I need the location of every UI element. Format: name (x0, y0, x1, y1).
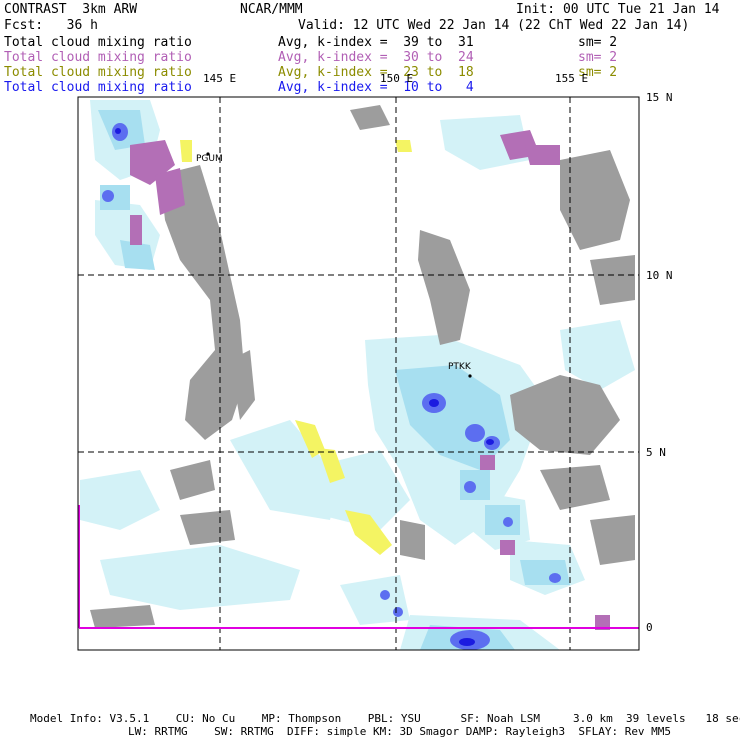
field-stat-4: Avg, k-index = 10 to 4 (278, 80, 474, 95)
map-frame (77, 96, 640, 651)
lon-label-155: 155 E (555, 72, 589, 85)
field-name-3: Total cloud mixing ratio (4, 65, 192, 80)
cloud-field-blue (102, 123, 561, 650)
cloud-field-violet (130, 130, 610, 630)
lon-label-145: 145 E (203, 72, 237, 85)
lat-label-5n: 5 N (646, 446, 666, 459)
field-sm-2: sm= 2 (578, 50, 618, 65)
field-stat-2: Avg, k-index = 30 to 24 (278, 50, 474, 65)
init-time: Init: 00 UTC Tue 21 Jan 14 (516, 2, 720, 17)
cloud-field-yellow (180, 140, 412, 555)
lat-label-15n: 15 N (646, 91, 673, 104)
field-stat-3: Avg, k-index = 23 to 18 (278, 65, 474, 80)
station-label-ptkk: PTKK (448, 362, 472, 372)
field-stat-1: Avg, k-index = 39 to 31 (278, 35, 474, 50)
domain-boundary (78, 505, 639, 629)
cloud-field-gray (90, 105, 635, 628)
field-name-2: Total cloud mixing ratio (4, 50, 192, 65)
institution-label: NCAR/MMM (240, 2, 303, 17)
model-title: CONTRAST 3km ARW (4, 2, 138, 17)
lat-label-eq: 0 (646, 621, 653, 634)
forecast-hour: Fcst: 36 h (4, 18, 98, 33)
valid-time: Valid: 12 UTC Wed 22 Jan 14 (22 ChT Wed … (298, 18, 690, 33)
field-sm-3: sm= 2 (578, 65, 618, 80)
station-markers (206, 152, 472, 378)
field-sm-1: sm= 2 (578, 35, 618, 50)
cloud-field-core (115, 128, 494, 646)
station-label-pgum: PGUM (196, 154, 223, 164)
lon-label-150: 150 E (380, 72, 414, 85)
lat-label-10n: 10 N (646, 269, 673, 282)
field-name-1: Total cloud mixing ratio (4, 35, 192, 50)
model-info-line2: LW: RRTMG SW: RRTMG DIFF: simple KM: 3D … (128, 725, 672, 738)
map-gridlines (78, 97, 639, 650)
field-name-4: Total cloud mixing ratio (4, 80, 192, 95)
model-info-line1: Model Info: V3.5.1 CU: No Cu MP: Thompso… (30, 712, 740, 725)
